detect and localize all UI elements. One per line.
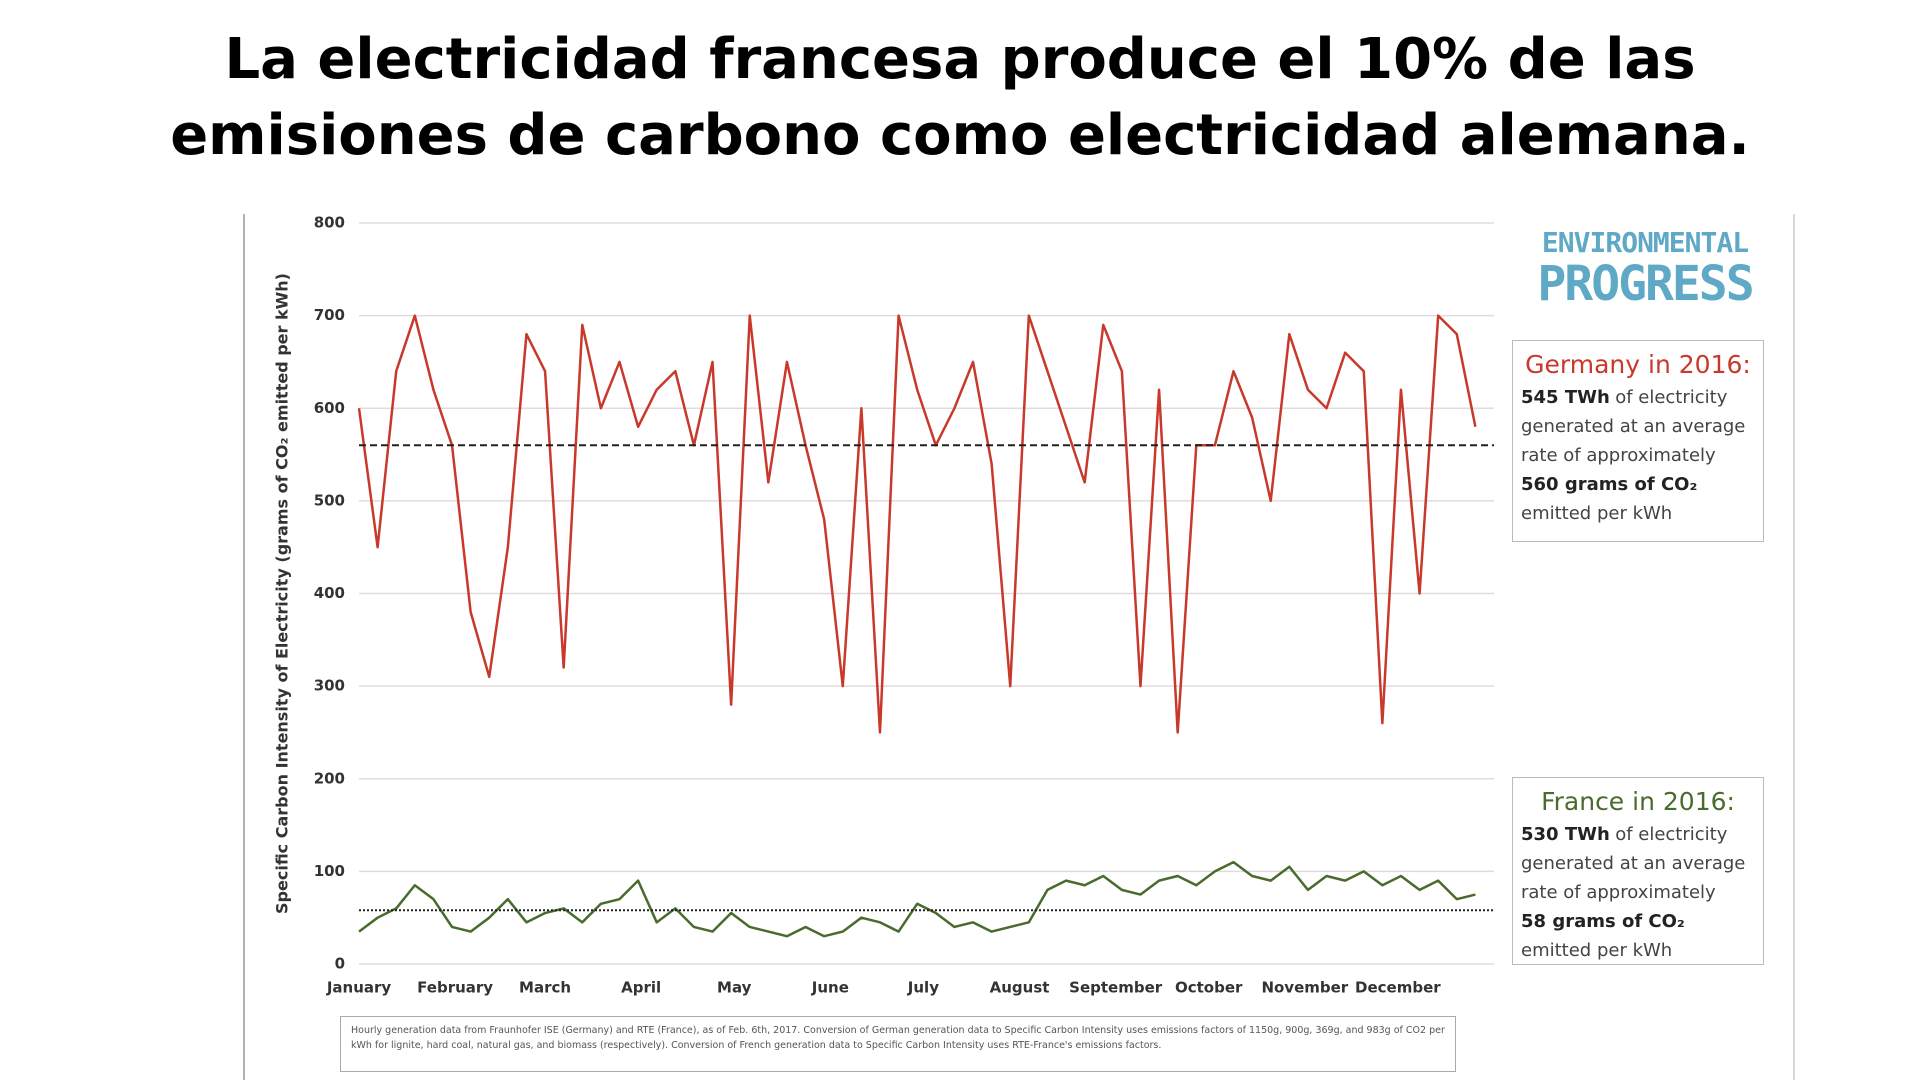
x-tick-label: November	[1261, 979, 1348, 997]
annotation-text: generated at an average	[1521, 853, 1746, 874]
x-tick-label: December	[1355, 979, 1441, 997]
y-tick-label: 700	[314, 306, 345, 324]
annotation-text: of electricity	[1615, 387, 1728, 408]
annotation-line: 58 grams of CO₂	[1521, 907, 1755, 936]
y-tick-label: 0	[335, 955, 345, 973]
annotation-title: Germany in 2016:	[1525, 350, 1751, 379]
annotation-text: 545 TWh	[1521, 387, 1610, 408]
logo-line: ENVIRONMENTAL	[1541, 226, 1749, 259]
annotation-line: rate of approximately	[1521, 878, 1755, 907]
logo: ENVIRONMENTAL PROGRESS	[1526, 226, 1764, 309]
annotation-text: 530 TWh	[1521, 824, 1610, 845]
annotation-line: 545 TWh of electricity	[1521, 383, 1755, 412]
annotation-box: France in 2016: 530 TWh of electricity gene…	[1512, 777, 1764, 965]
y-tick-label: 200	[314, 769, 345, 787]
x-tick-label: September	[1069, 979, 1163, 997]
y-tick-label: 600	[314, 399, 345, 417]
x-tick-label: October	[1175, 979, 1243, 997]
series-line	[358, 860, 1476, 938]
annotation-line: rate of approximately	[1521, 441, 1755, 470]
annotation-line: generated at an average	[1521, 849, 1755, 878]
annotation-text: rate of approximately	[1521, 445, 1716, 466]
y-tick-label: 800	[314, 214, 345, 232]
annotation-text: generated at an average	[1521, 416, 1746, 437]
annotation-text: of electricity	[1615, 824, 1728, 845]
y-tick-label: 400	[314, 584, 345, 602]
y-tick-label: 100	[314, 862, 345, 880]
annotation-text: emitted per kWh	[1521, 940, 1673, 961]
logo-line: PROGRESS	[1537, 256, 1754, 312]
annotation-line: generated at an average	[1521, 412, 1755, 441]
x-tick-label: May	[717, 979, 752, 997]
x-tick-label: March	[519, 979, 571, 997]
y-tick-label: 300	[314, 677, 345, 695]
x-tick-label: January	[326, 979, 392, 997]
annotation-line: 530 TWh of electricity	[1521, 820, 1755, 849]
x-tick-label: August	[990, 979, 1050, 997]
y-tick-label: 500	[314, 491, 345, 509]
x-tick-label: April	[621, 979, 661, 997]
series-line	[357, 314, 1477, 734]
x-tick-label: July	[907, 979, 939, 997]
x-tick-label: February	[417, 979, 493, 997]
annotation-text: emitted per kWh	[1521, 503, 1673, 524]
annotation-line: 560 grams of CO₂	[1521, 470, 1755, 499]
page-title: La electricidad francesa produce el 10% …	[170, 27, 1750, 168]
x-tick-label: June	[811, 979, 849, 997]
annotation-box: Germany in 2016: 545 TWh of electricity gen…	[1512, 340, 1764, 542]
annotation-text: 560 grams of CO₂	[1521, 474, 1698, 495]
annotation-text: rate of approximately	[1521, 882, 1716, 903]
annotation-line: emitted per kWh	[1521, 936, 1755, 965]
annotation-text: 58 grams of CO₂	[1521, 911, 1685, 932]
annotation-title: France in 2016:	[1541, 787, 1735, 816]
y-axis-label: Specific Carbon Intensity of Electricity…	[273, 273, 292, 914]
annotation-line: emitted per kWh	[1521, 499, 1755, 528]
source-note: Hourly generation data from Fraunhofer I…	[340, 1016, 1456, 1072]
